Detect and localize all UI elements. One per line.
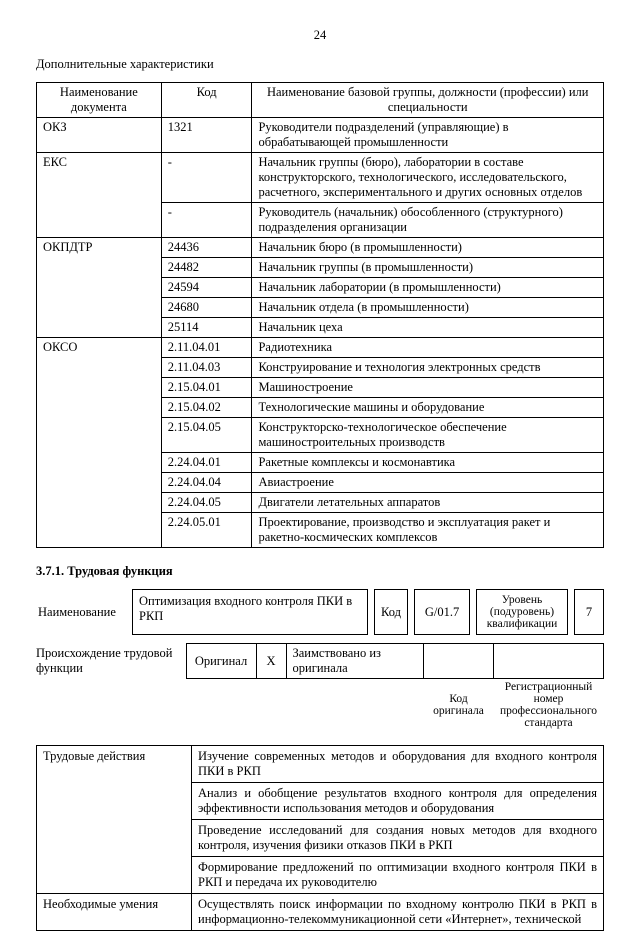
heading-additional: Дополнительные характеристики (36, 57, 604, 72)
table-cell-code: 2.15.04.05 (161, 418, 252, 453)
table-cell-name: Руководитель (начальник) обособленного (… (252, 203, 604, 238)
table-cell-code: 24594 (161, 278, 252, 298)
origin-empty1 (424, 644, 494, 679)
origin-original: Оригинал (186, 644, 256, 679)
reg-num-label: Регистрационный номер профессионального … (494, 679, 604, 732)
table-cell-code: - (161, 203, 252, 238)
table-cell-code: 2.15.04.02 (161, 398, 252, 418)
table-cell-name: Машиностроение (252, 378, 604, 398)
page-number: 24 (36, 28, 604, 43)
table-cell-code: 2.11.04.03 (161, 358, 252, 378)
table-cell-code: 24680 (161, 298, 252, 318)
table-cell-name: Технологические машины и оборудование (252, 398, 604, 418)
table-cell-code: 2.11.04.01 (161, 338, 252, 358)
col-doc: Наименование документа (37, 83, 162, 118)
table-cell-name: Проектирование, производство и эксплуата… (252, 513, 604, 548)
actions-table: Трудовые действияИзучение современных ме… (36, 745, 604, 931)
table-cell-name: Ракетные комплексы и космонавтика (252, 453, 604, 473)
table-cell-code: 2.15.04.01 (161, 378, 252, 398)
table-cell-name: Руководители подразделений (управляющие)… (252, 118, 604, 153)
table-cell-code: 2.24.04.04 (161, 473, 252, 493)
table-cell-name: Авиастроение (252, 473, 604, 493)
code-orig-label: Код оригинала (424, 679, 494, 732)
table-cell-doc: ОКПДТР (37, 238, 162, 338)
origin-empty2 (494, 644, 604, 679)
table-cell-right: Формирование предложений по оптимизации … (192, 857, 604, 894)
col-code: Код (161, 83, 252, 118)
level-value: 7 (574, 589, 604, 635)
origin-borrowed: Заимствовано из оригинала (286, 644, 424, 679)
table-cell-right: Осуществлять поиск информации по входном… (192, 894, 604, 931)
section-title: 3.7.1. Трудовая функция (36, 564, 604, 579)
function-name-block: Наименование Оптимизация входного контро… (36, 589, 604, 635)
table-cell-name: Конструирование и технология электронных… (252, 358, 604, 378)
table-cell-left: Трудовые действия (37, 746, 192, 894)
table-cell-left: Необходимые умения (37, 894, 192, 931)
table-cell-name: Радиотехника (252, 338, 604, 358)
level-label: Уровень (подуровень) квалификации (476, 589, 568, 635)
characteristics-table: Наименование документа Код Наименование … (36, 82, 604, 548)
table-cell-name: Двигатели летательных аппаратов (252, 493, 604, 513)
table-cell-name: Начальник группы (бюро), лаборатории в с… (252, 153, 604, 203)
table-cell-code: 2.24.05.01 (161, 513, 252, 548)
table-cell-name: Начальник бюро (в промышленности) (252, 238, 604, 258)
table-cell-code: 24482 (161, 258, 252, 278)
table-cell-name: Конструкторско-технологическое обеспечен… (252, 418, 604, 453)
table-cell-right: Изучение современных методов и оборудова… (192, 746, 604, 783)
name-value: Оптимизация входного контроля ПКИ в РКП (132, 589, 368, 635)
table-cell-doc: ОКЗ (37, 118, 162, 153)
table-cell-code: 2.24.04.01 (161, 453, 252, 473)
table-cell-name: Начальник группы (в промышленности) (252, 258, 604, 278)
table-cell-right: Анализ и обобщение результатов входного … (192, 783, 604, 820)
table-cell-code: 1321 (161, 118, 252, 153)
origin-label: Происхождение трудовой функции (36, 644, 186, 732)
table-cell-code: - (161, 153, 252, 203)
origin-table: Происхождение трудовой функции Оригинал … (36, 643, 604, 731)
col-name: Наименование базовой группы, должности (… (252, 83, 604, 118)
origin-x: X (256, 644, 286, 679)
table-cell-right: Проведение исследований для создания нов… (192, 820, 604, 857)
table-cell-name: Начальник отдела (в промышленности) (252, 298, 604, 318)
table-cell-name: Начальник цеха (252, 318, 604, 338)
code-label: Код (374, 589, 408, 635)
table-cell-code: 24436 (161, 238, 252, 258)
table-cell-code: 25114 (161, 318, 252, 338)
table-cell-code: 2.24.04.05 (161, 493, 252, 513)
code-value: G/01.7 (414, 589, 470, 635)
table-cell-doc: ЕКС (37, 153, 162, 238)
table-cell-name: Начальник лаборатории (в промышленности) (252, 278, 604, 298)
table-cell-doc: ОКСО (37, 338, 162, 548)
name-label: Наименование (36, 589, 126, 635)
